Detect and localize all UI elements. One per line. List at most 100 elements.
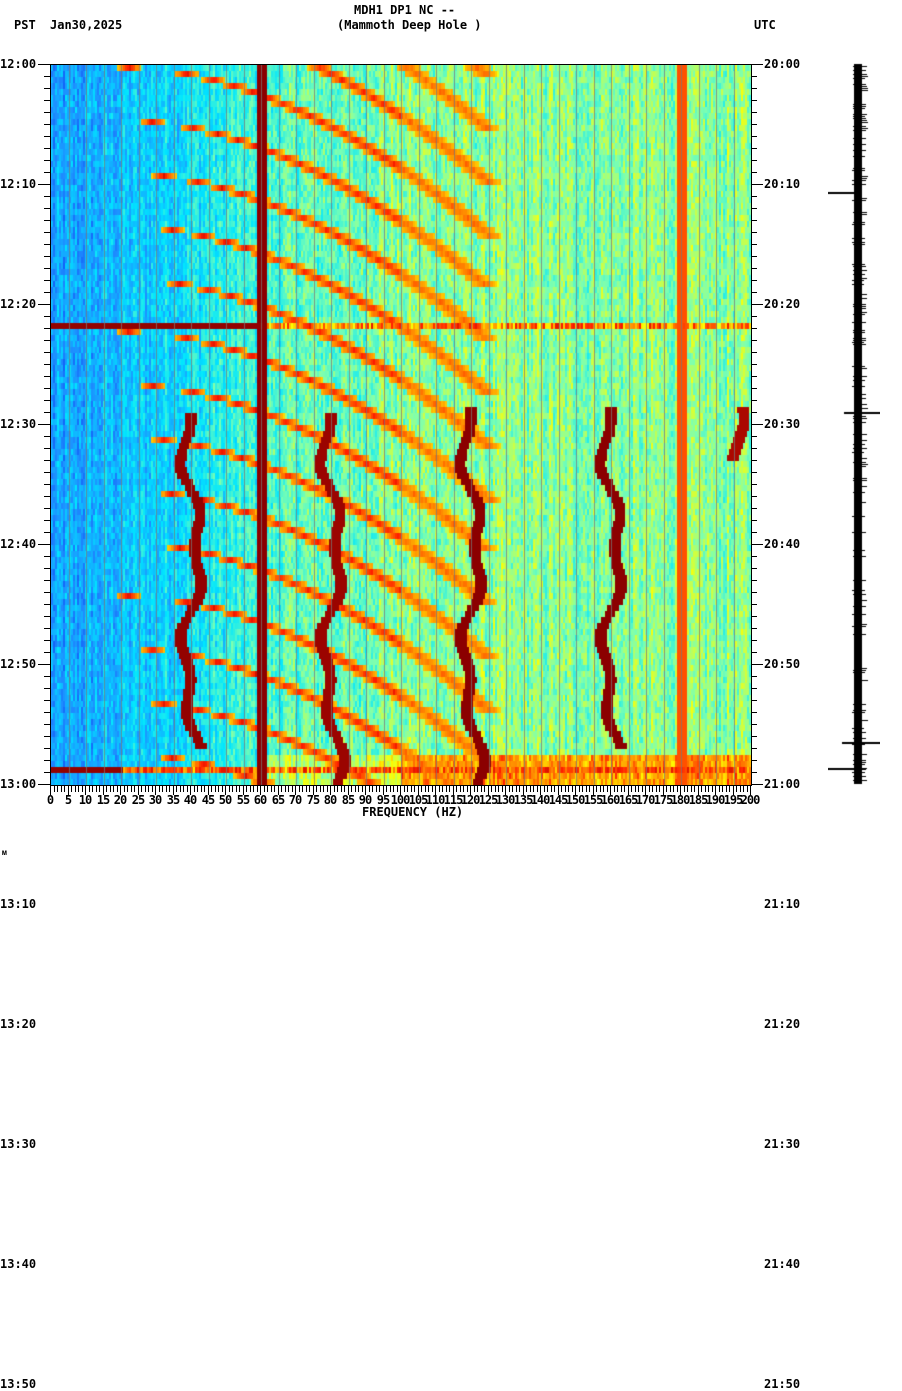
freq-tick (260, 785, 261, 795)
freq-tick (351, 785, 352, 792)
left-tick (44, 340, 50, 341)
right-tick (751, 568, 757, 569)
freq-tick (236, 785, 237, 792)
freq-tick (169, 785, 170, 792)
freq-tick (533, 785, 534, 792)
right-tick (751, 772, 757, 773)
freq-tick (673, 785, 674, 792)
freq-tick (334, 785, 335, 792)
freq-tick (299, 785, 300, 792)
freq-label: 75 (306, 793, 320, 807)
left-time-label: 13:20 (0, 1017, 37, 1031)
right-time-label: 20:20 (764, 297, 801, 311)
freq-tick (712, 785, 713, 792)
freq-tick (425, 785, 426, 792)
left-tick (44, 772, 50, 773)
freq-tick (183, 785, 184, 792)
freq-tick (225, 785, 226, 795)
freq-tick (694, 785, 695, 792)
left-time-label: 13:40 (0, 1257, 37, 1271)
freq-tick (537, 785, 538, 792)
freq-tick (554, 785, 555, 792)
left-tick (44, 220, 50, 221)
freq-tick (71, 785, 72, 792)
right-tick (751, 760, 757, 761)
right-tick (751, 496, 757, 497)
freq-tick (278, 785, 279, 795)
right-tick (751, 652, 757, 653)
freq-tick (624, 785, 625, 792)
freq-tick (166, 785, 167, 792)
freq-label: 15 (96, 793, 110, 807)
left-tick (44, 676, 50, 677)
freq-tick (369, 785, 370, 792)
freq-tick (726, 785, 727, 792)
right-tick (751, 316, 757, 317)
right-tick (751, 604, 757, 605)
freq-tick (705, 785, 706, 792)
freq-label: 50 (218, 793, 232, 807)
freq-tick (743, 785, 744, 792)
left-time-label: 13:00 (0, 777, 37, 791)
freq-tick (246, 785, 247, 792)
right-tick (751, 124, 757, 125)
left-timezone: PST (14, 18, 36, 32)
freq-label: 95 (376, 793, 390, 807)
freq-tick (488, 785, 489, 795)
freq-tick (596, 785, 597, 792)
freq-tick (281, 785, 282, 792)
freq-tick (274, 785, 275, 792)
left-time-label: 12:30 (0, 417, 37, 431)
freq-tick (558, 785, 559, 795)
freq-tick (239, 785, 240, 792)
left-tick (44, 244, 50, 245)
freq-tick (460, 785, 461, 792)
freq-tick (64, 785, 65, 792)
freq-tick (383, 785, 384, 795)
freq-tick (358, 785, 359, 792)
freq-tick (610, 785, 611, 795)
freq-tick (267, 785, 268, 792)
freq-label: 110 (425, 793, 446, 807)
right-tick (751, 112, 757, 113)
freq-tick (645, 785, 646, 795)
freq-tick (194, 785, 195, 792)
freq-tick (404, 785, 405, 792)
freq-label: 70 (288, 793, 302, 807)
freq-label: 145 (548, 793, 569, 807)
left-tick (44, 580, 50, 581)
freq-tick (740, 785, 741, 792)
freq-tick (113, 785, 114, 792)
left-tick (44, 328, 50, 329)
right-tick (751, 556, 757, 557)
freq-tick (134, 785, 135, 792)
left-tick (44, 388, 50, 389)
right-tick (751, 628, 757, 629)
left-tick (44, 112, 50, 113)
right-tick (751, 352, 757, 353)
freq-tick (313, 785, 314, 795)
freq-tick (498, 785, 499, 792)
freq-tick (474, 785, 475, 792)
freq-tick (190, 785, 191, 795)
freq-tick (229, 785, 230, 792)
freq-tick (302, 785, 303, 792)
left-tick (38, 544, 50, 545)
freq-tick (131, 785, 132, 792)
right-tick (751, 88, 757, 89)
left-tick (44, 604, 50, 605)
freq-tick (432, 785, 433, 792)
left-tick (44, 160, 50, 161)
left-tick (44, 148, 50, 149)
freq-tick (211, 785, 212, 792)
left-tick (44, 460, 50, 461)
date-label: Jan30,2025 (50, 18, 123, 32)
spectrogram-plot (50, 64, 752, 786)
freq-label: 180 (670, 793, 691, 807)
freq-tick (337, 785, 338, 792)
freq-tick (456, 785, 457, 792)
freq-tick (628, 785, 629, 795)
freq-tick (607, 785, 608, 792)
freq-tick (439, 785, 440, 792)
freq-tick (54, 785, 55, 792)
